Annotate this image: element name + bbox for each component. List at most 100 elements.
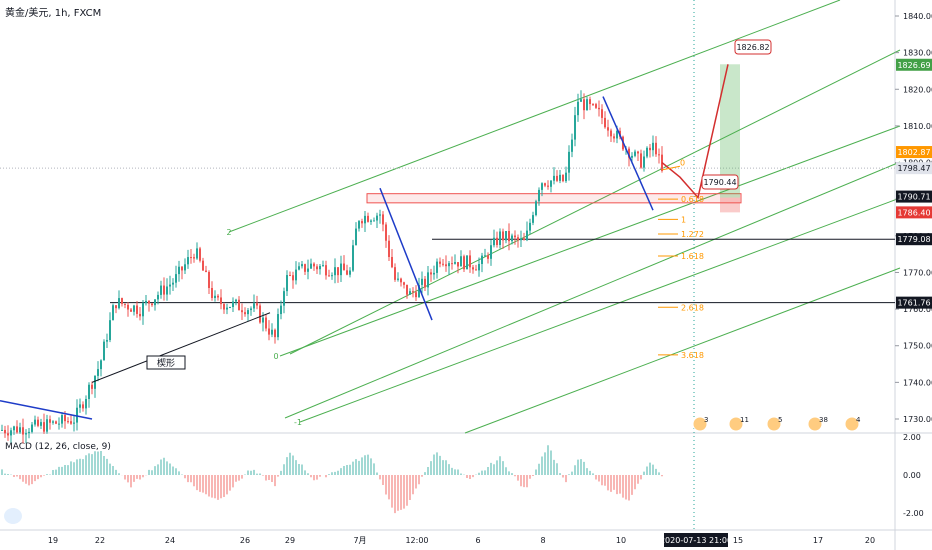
economic-events[interactable]: 3 11 5 38 4: [692, 416, 861, 432]
candle-body: [124, 303, 126, 305]
candle-body: [460, 256, 462, 267]
candle-body: [526, 230, 528, 241]
macd-tick-label: 0.00: [903, 471, 921, 480]
fib-extension[interactable]: 0.618 1 1.272 1.618 2.618 3.618 0: [658, 159, 704, 360]
drawings[interactable]: 楔形 1826.82 1790.44: [0, 39, 772, 420]
time-tick-label: 29: [285, 536, 295, 545]
fib-level-label: 0.618: [681, 195, 704, 204]
candle-body: [337, 267, 339, 276]
price-tag-label: 1798.47: [897, 164, 930, 173]
candle-body: [586, 99, 588, 111]
event-flag-icon: [807, 416, 823, 432]
candle-body: [271, 329, 273, 335]
candle-body: [205, 270, 207, 272]
projection-path: [661, 64, 729, 200]
candle-body: [433, 272, 435, 275]
candle-body: [280, 305, 282, 315]
candle-body: [562, 174, 564, 182]
candle-body: [424, 278, 426, 288]
candle-body: [49, 419, 51, 423]
wedge-line: [91, 312, 271, 383]
candle-body: [580, 99, 582, 102]
entry-callout-box: [701, 174, 739, 190]
fib-level-label: 1.272: [681, 230, 704, 239]
candle-body: [70, 421, 72, 424]
candle-body: [523, 238, 525, 241]
event-count: 4: [856, 416, 861, 424]
candle-body: [400, 278, 402, 283]
horizontal-levels[interactable]: [0, 167, 895, 304]
price-tag-bg: [896, 58, 932, 71]
candle-body: [466, 255, 468, 270]
candle-body: [325, 265, 327, 276]
candles: [1, 90, 663, 444]
price-tick-label: 1820.00: [903, 85, 932, 94]
time-tick-label: 8: [540, 536, 545, 545]
candle-body: [505, 230, 507, 241]
trendline: [0, 399, 93, 420]
pitchfork-line: [299, 197, 901, 423]
candle-body: [442, 263, 444, 265]
candle-body: [307, 268, 309, 272]
time-axis: 19 22 24 26 29 7月 12:00 6 8 10 15 17 20 2020-07-13 21…: [48, 533, 875, 547]
candle-body: [283, 291, 285, 306]
candle-body: [298, 266, 300, 270]
candle-body: [628, 148, 630, 158]
candle-body: [448, 263, 450, 267]
candle-body: [16, 426, 18, 433]
candle-body: [595, 104, 597, 108]
candle-body: [565, 172, 567, 182]
pitchfork-lines[interactable]: 2 0 -1: [226, 0, 901, 434]
candle-body: [115, 305, 117, 309]
candle-body: [532, 215, 534, 223]
candle-body: [196, 248, 198, 259]
candle-body: [616, 130, 618, 139]
candle-body: [178, 266, 180, 275]
candle-body: [652, 142, 654, 151]
candle-body: [109, 320, 111, 341]
price-tag-bg: [896, 162, 932, 175]
price-tag-bg: [896, 296, 932, 309]
candle-body: [394, 267, 396, 280]
candle-body: [355, 228, 357, 246]
candle-body: [472, 267, 474, 270]
price-tag-bg: [896, 190, 932, 203]
candle-body: [169, 284, 171, 287]
candle-body: [541, 183, 543, 190]
event-count: 5: [778, 416, 782, 424]
candle-body: [568, 151, 570, 173]
candle-body: [91, 384, 93, 389]
candle-body: [190, 257, 192, 259]
time-tick-label: 12:00: [405, 536, 428, 545]
price-tick-label: 1840.00: [903, 12, 932, 21]
pitchfork-line: [228, 0, 841, 233]
price-tick-label: 1730.00: [903, 415, 932, 424]
candle-body: [559, 174, 561, 181]
candle-body: [241, 310, 243, 313]
candle-body: [139, 313, 141, 317]
candle-body: [88, 384, 90, 399]
time-tick-label: 17: [813, 536, 823, 545]
candle-body: [604, 117, 606, 128]
candle-body: [247, 310, 249, 315]
price-axis: 1840.001830.001820.001810.001800.001790.…: [895, 12, 932, 518]
candle-body: [277, 314, 279, 338]
fib-level-label: 2.618: [681, 303, 704, 312]
candle-body: [172, 282, 174, 285]
candle-body: [253, 303, 255, 309]
candle-body: [391, 256, 393, 268]
candle-body: [214, 295, 216, 298]
candle-body: [19, 427, 21, 433]
candle-body: [508, 230, 510, 242]
candle-body: [352, 245, 354, 271]
candle-body: [331, 275, 333, 277]
candle-body: [73, 422, 75, 424]
candle-body: [409, 291, 411, 295]
candle-body: [484, 255, 486, 257]
tradingview-logo[interactable]: [4, 508, 22, 524]
candle-body: [382, 214, 384, 225]
candle-body: [415, 292, 417, 298]
candle-body: [334, 267, 336, 276]
candle-body: [364, 215, 366, 224]
